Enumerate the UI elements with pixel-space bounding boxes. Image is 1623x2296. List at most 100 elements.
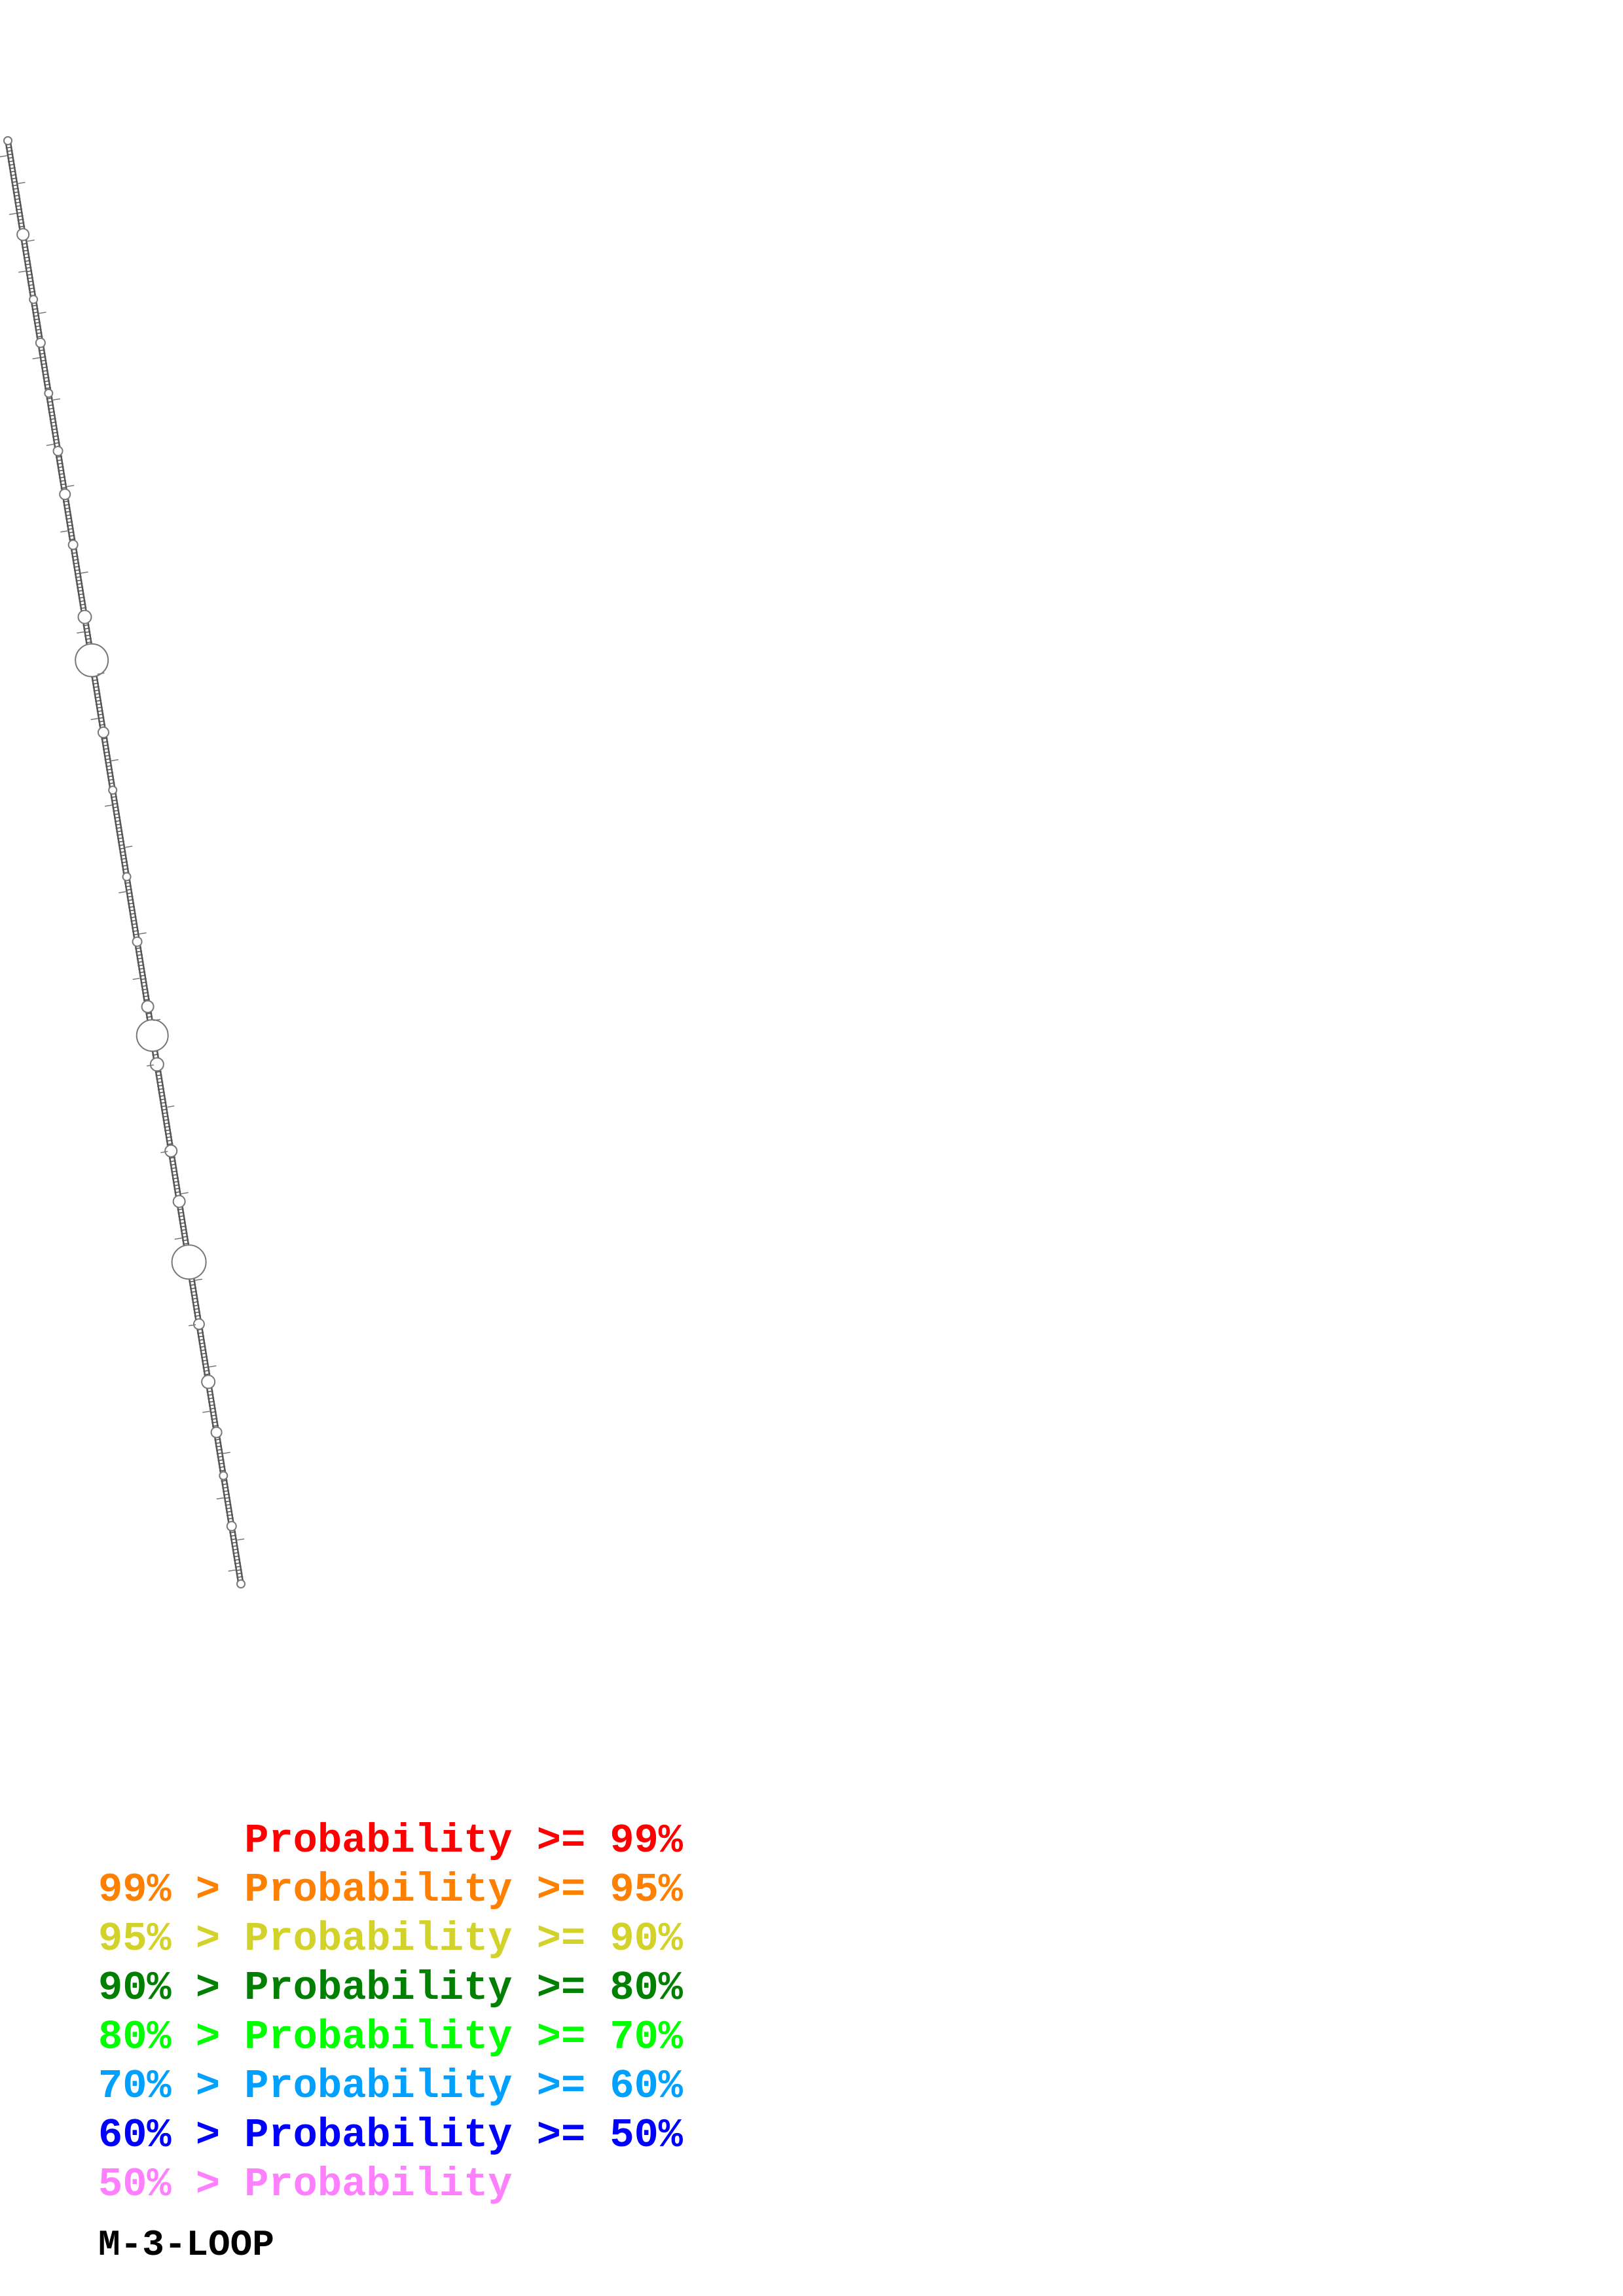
- base-pair: [18, 225, 26, 228]
- base-pair: [215, 1442, 222, 1444]
- loop-circle: [16, 228, 30, 242]
- base-pair: [231, 1545, 238, 1547]
- base-pair: [173, 1184, 180, 1187]
- base-pair: [105, 764, 113, 768]
- base-pair: [50, 421, 57, 424]
- unpaired-base-tick: [81, 571, 88, 574]
- base-pair: [211, 1418, 218, 1420]
- base-pair: [56, 459, 63, 461]
- base-pair: [115, 823, 122, 826]
- base-pair: [201, 1355, 208, 1359]
- loop-circle: [132, 936, 143, 947]
- base-pair: [103, 751, 110, 754]
- base-pair: [225, 1503, 232, 1506]
- base-pair: [159, 1098, 166, 1101]
- loop-circle: [35, 337, 46, 348]
- base-pair: [170, 1167, 177, 1170]
- base-pair: [208, 1404, 215, 1407]
- base-pair: [210, 1410, 217, 1414]
- base-pair: [194, 1314, 201, 1318]
- base-pair: [14, 201, 22, 204]
- base-pair: [25, 266, 32, 269]
- base-pair: [131, 923, 138, 925]
- base-pair: [221, 1479, 228, 1482]
- legend-ge-symbol: >=: [512, 1818, 610, 1864]
- base-pair: [42, 373, 49, 376]
- base-pair: [77, 590, 84, 592]
- unpaired-base-tick: [77, 631, 84, 634]
- base-pair: [98, 720, 105, 723]
- base-pair: [41, 366, 48, 369]
- base-pair: [59, 476, 66, 479]
- unpaired-base-tick: [97, 672, 105, 675]
- unpaired-base-tick: [139, 932, 147, 935]
- base-pair: [66, 524, 73, 527]
- legend-item: 95% > Probability >= 90%: [98, 1914, 683, 1964]
- base-pair: [181, 1236, 189, 1238]
- unpaired-base-tick: [189, 1324, 196, 1327]
- base-pair: [33, 318, 41, 321]
- base-pair: [11, 181, 18, 183]
- base-pair: [113, 810, 120, 812]
- base-pair: [85, 641, 92, 644]
- base-pair: [15, 205, 22, 207]
- base-pair: [193, 1311, 201, 1314]
- base-pair: [5, 146, 12, 149]
- base-pair: [35, 332, 43, 334]
- legend-label: Probability: [244, 1965, 513, 2011]
- base-pair: [217, 1459, 225, 1462]
- base-pair: [117, 837, 124, 840]
- loop-circle: [171, 1244, 207, 1280]
- unpaired-base-tick: [27, 240, 35, 242]
- base-pair: [127, 899, 134, 901]
- base-pair: [77, 586, 84, 589]
- base-pair: [202, 1366, 210, 1369]
- legend-lower-bound: 90%: [98, 1965, 172, 2011]
- base-pair: [215, 1445, 223, 1448]
- unpaired-base-tick: [223, 1452, 230, 1454]
- base-pair: [132, 929, 139, 933]
- base-pair: [124, 882, 132, 884]
- base-pair: [156, 1077, 163, 1080]
- base-pair: [209, 1407, 216, 1410]
- base-pair: [230, 1534, 237, 1537]
- base-pair: [21, 242, 28, 245]
- base-pair: [160, 1105, 168, 1107]
- base-pair: [207, 1393, 214, 1396]
- unpaired-base-tick: [119, 891, 126, 893]
- legend-label: Probability: [244, 2014, 513, 2060]
- base-pair: [75, 579, 82, 582]
- unpaired-base-tick: [39, 312, 46, 314]
- base-pair: [119, 847, 126, 850]
- base-pair: [46, 397, 53, 400]
- unpaired-base-tick: [18, 181, 26, 185]
- base-pair: [138, 967, 145, 970]
- base-pair: [226, 1514, 234, 1516]
- base-pair: [125, 888, 132, 891]
- base-pair: [67, 531, 75, 534]
- base-pair: [93, 689, 100, 692]
- helix-backbone: [4, 139, 245, 1585]
- base-pair: [137, 964, 145, 967]
- base-pair: [78, 596, 85, 599]
- legend-label: Probability: [244, 1818, 513, 1864]
- loop-circle: [149, 1057, 164, 1072]
- base-pair: [204, 1373, 211, 1376]
- base-pair: [219, 1465, 226, 1469]
- base-pair: [104, 758, 111, 761]
- base-pair: [6, 150, 13, 152]
- base-pair: [14, 198, 21, 200]
- base-pair: [158, 1091, 165, 1094]
- base-pair: [8, 160, 15, 163]
- base-pair: [179, 1225, 187, 1228]
- legend-upper-bound: 90%: [610, 1916, 683, 1962]
- base-pair: [68, 535, 75, 537]
- base-pair: [233, 1555, 240, 1558]
- base-pair: [191, 1297, 198, 1300]
- loop-circle: [236, 1579, 246, 1588]
- base-pair: [215, 1448, 223, 1451]
- legend-item: 90% > Probability >= 80%: [98, 1964, 683, 2013]
- base-pair: [227, 1517, 234, 1520]
- unpaired-base-tick: [46, 444, 54, 446]
- base-pair: [53, 442, 60, 444]
